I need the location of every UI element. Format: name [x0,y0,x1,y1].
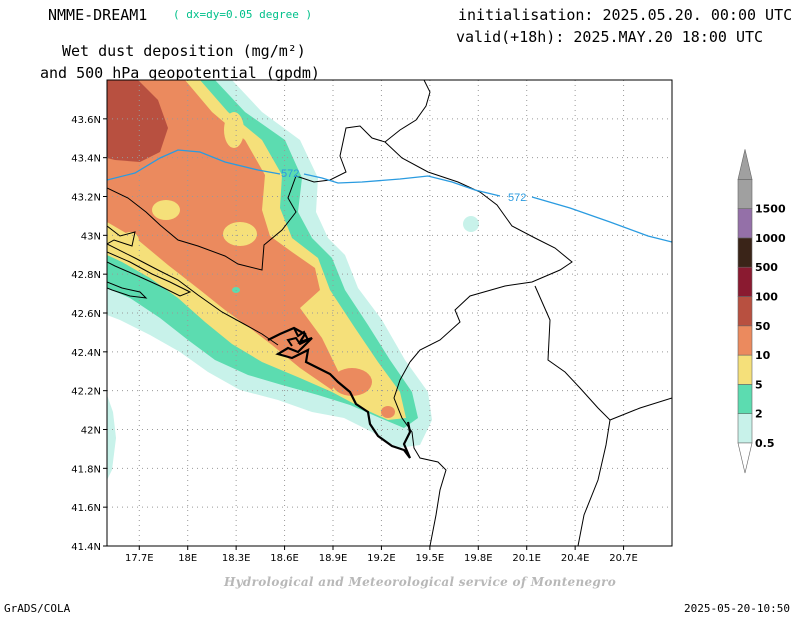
y-tick-label: 43.4N [71,154,101,165]
legend-swatch [737,208,753,239]
x-tick-label: 17.7E [125,553,154,564]
east-border [609,397,672,421]
legend-swatch [737,237,753,268]
credit-text: Hydrological and Meteorological service … [224,575,617,589]
dust-band-50 [107,80,168,162]
y-tick-label: 41.8N [71,464,101,475]
x-tick-label: 20.4E [561,553,590,564]
software-label: GrADS/COLA [4,602,71,615]
dust-hole [224,112,244,148]
y-tick-label: 43.6N [71,115,101,126]
croatia-coast [107,225,136,247]
y-tick-label: 43N [81,231,101,242]
y-tick-label: 41.6N [71,503,101,514]
kosovo-macedonia-border [534,285,611,546]
dust-core [381,406,395,418]
legend-label: 10 [755,349,771,362]
dust-field [107,80,479,480]
contour-label: 572 [508,192,526,204]
y-tick-label: 41.4N [71,542,101,553]
montenegro-coast [267,326,412,459]
serbia-kosovo-border [384,141,573,363]
legend-low-arrow [737,442,753,474]
map-title-line1: Wet dust deposition (mg/m²) [62,42,306,60]
x-tick-label: 19.2E [367,553,396,564]
x-tick-label: 18E [178,553,197,564]
legend-label: 100 [755,291,778,304]
legend-label: 1000 [755,232,786,245]
legend-swatch [737,296,753,327]
legend-swatch [737,413,753,444]
contour-label: 572 [281,168,299,180]
x-tick-label: 19.8E [464,553,493,564]
color-legend: 0.5 2 5 10 50 100 500 1000 1500 [737,149,786,474]
dust-spot [463,216,479,232]
legend-swatch [737,384,753,414]
geopotential-contour-572 [107,149,672,243]
legend-high-arrow [737,149,753,180]
dust-hole [223,222,257,246]
x-tick-label: 20.7E [609,553,638,564]
x-tick-label: 18.6E [270,553,299,564]
initialisation-time: initialisation: 2025.05.20. 00:00 UTC [458,6,793,24]
bosnia-croatia-border [107,175,297,271]
x-tick-label: 18.3E [222,553,251,564]
legend-label: 50 [755,320,771,333]
dust-band-0.5 [107,395,116,480]
y-tick-label: 42.8N [71,270,101,281]
legend-swatch [737,179,753,209]
legend-swatch [737,266,753,297]
legend-label: 5 [755,378,763,391]
legend-label: 2 [755,408,763,421]
map-title-line2: and 500 hPa geopotential (gpdm) [40,64,320,82]
x-tick-label: 18.9E [319,553,348,564]
island-peljesac [107,251,192,297]
borders [107,80,672,546]
legend-label: 500 [755,261,778,274]
x-tick-label: 20.1E [512,553,541,564]
render-timestamp: 2025-05-20-10:50 [684,602,790,615]
dust-hole [152,200,180,220]
dust-core [332,368,372,396]
y-tick-label: 42N [81,426,101,437]
y-tick-label: 43.2N [71,193,101,204]
y-tick-label: 42.2N [71,387,101,398]
montenegro-north-border [295,80,431,183]
legend-swatch [737,354,753,385]
bay-of-kotor [286,327,310,347]
resolution-note: ( dx=dy=0.05 degree ) [173,8,313,21]
model-name: NMME-DREAM1 [48,6,148,24]
axis-ticks: 17.7E 18E 18.3E 18.6E 18.9E 19.2E 19.5E 19.8E 20… [71,115,638,564]
legend-swatch [737,325,753,356]
y-tick-label: 42.6N [71,309,101,320]
legend-label: 1500 [755,203,786,216]
legend-label: 0.5 [755,437,775,450]
valid-time: valid(+18h): 2025.MAY.20 18:00 UTC [456,28,764,46]
albania-border [393,361,447,546]
island-korcula [107,281,148,299]
croatia-coast [107,243,279,346]
x-tick-label: 19.5E [416,553,445,564]
y-tick-label: 42.4N [71,348,101,359]
